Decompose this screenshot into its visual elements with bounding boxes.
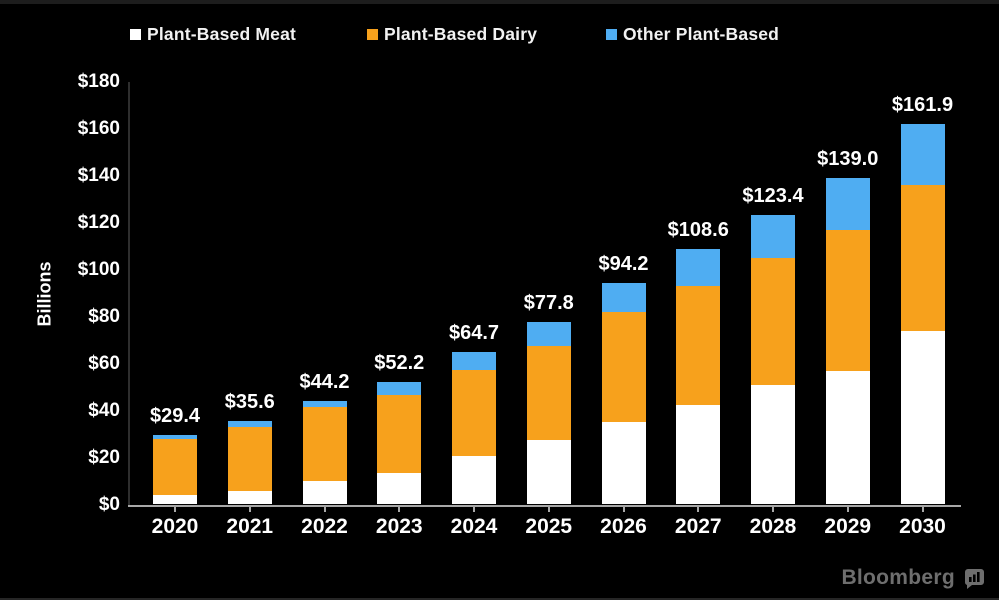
bar-segment-2025-other-plant-based	[526, 321, 571, 346]
x-tick-label-2026: 2026	[600, 514, 647, 538]
legend-item-plant-based-dairy: Plant-Based Dairy	[367, 23, 537, 45]
x-tick-label-2030: 2030	[899, 514, 946, 538]
bar-segment-2020-plant-based-meat	[153, 494, 197, 505]
legend-item-other-plant-based: Other Plant-Based	[606, 23, 779, 45]
legend-label: Plant-Based Meat	[147, 23, 297, 44]
bar-segment-2028-other-plant-based	[751, 214, 795, 259]
bar-segment-2027-other-plant-based	[676, 249, 721, 286]
x-axis-tick-2022	[323, 506, 326, 512]
legend-item-plant-based-meat: Plant-Based Meat	[130, 23, 296, 45]
bar-segment-2028-plant-based-dairy	[751, 258, 795, 386]
x-tick-label-2028: 2028	[749, 514, 797, 538]
bar-segment-2028-plant-based-meat	[751, 385, 795, 505]
legend-label: Other Plant-Based	[623, 23, 780, 44]
bar-segment-2021-plant-based-dairy	[227, 426, 272, 491]
bar-segment-2021-other-plant-based	[227, 420, 272, 427]
y-tick-label-60: $60	[88, 352, 120, 374]
bar-segment-2027-plant-based-dairy	[676, 285, 721, 406]
bar-segment-2024-other-plant-based	[452, 352, 496, 371]
y-tick-label-140: $140	[77, 164, 120, 186]
x-tick-label-2023: 2023	[375, 514, 423, 538]
bar-segment-2020-other-plant-based	[153, 435, 197, 440]
bar-segment-2030-plant-based-meat	[900, 331, 945, 505]
bar-segment-2022-plant-based-dairy	[302, 407, 347, 481]
bar-segment-2020-plant-based-dairy	[153, 439, 197, 495]
bar-segment-2023-plant-based-meat	[377, 472, 422, 505]
bar-segment-2026-other-plant-based	[601, 283, 646, 312]
x-tick-label-2021: 2021	[226, 514, 274, 538]
bar-segment-2024-plant-based-meat	[452, 456, 496, 505]
x-axis-tick-2026	[622, 506, 625, 512]
legend-swatch-other-plant-based	[606, 28, 617, 40]
y-tick-label-40: $40	[88, 399, 120, 421]
x-tick-label-2022: 2022	[301, 514, 348, 538]
bar-segment-2029-plant-based-dairy	[825, 230, 870, 371]
total-label-2024: $64.7	[448, 322, 500, 345]
x-tick-label-2027: 2027	[674, 514, 722, 538]
x-tick-label-2029: 2029	[824, 514, 872, 538]
bar-segment-2023-other-plant-based	[377, 381, 422, 395]
bar-segment-2026-plant-based-meat	[601, 422, 646, 505]
total-label-2026: $94.2	[598, 253, 649, 276]
x-tick-label-2025: 2025	[525, 514, 573, 538]
bar-segment-2029-plant-based-meat	[825, 370, 870, 505]
y-tick-label-100: $100	[77, 258, 120, 280]
bar-segment-2022-other-plant-based	[302, 400, 347, 408]
total-label-2028: $123.4	[742, 184, 804, 207]
y-tick-label-20: $20	[88, 446, 120, 468]
x-axis-tick-2029	[846, 506, 849, 512]
bloomberg-logo-text: Bloomberg	[841, 566, 955, 589]
bar-segment-2022-plant-based-meat	[302, 480, 347, 505]
bar-segment-2030-other-plant-based	[900, 124, 945, 185]
x-axis-tick-2024	[473, 506, 475, 512]
bar-segment-2021-plant-based-meat	[227, 490, 272, 505]
x-tick-label-2020: 2020	[151, 514, 199, 538]
bar-segment-2030-plant-based-dairy	[900, 184, 945, 332]
bar-segment-2025-plant-based-meat	[526, 440, 571, 505]
bar-segment-2027-plant-based-meat	[676, 405, 721, 505]
bar-segment-2023-plant-based-dairy	[377, 394, 422, 473]
y-tick-label-180: $180	[77, 70, 120, 92]
bar-segment-2024-plant-based-dairy	[452, 370, 496, 457]
legend-swatch-plant-based-dairy	[367, 28, 378, 40]
total-label-2030: $161.9	[891, 94, 954, 117]
x-axis-tick-2028	[772, 506, 774, 512]
total-label-2020: $29.4	[149, 405, 201, 428]
y-tick-label-120: $120	[77, 211, 120, 233]
y-tick-label-160: $160	[77, 117, 120, 139]
y-tick-label-0: $0	[98, 493, 120, 515]
x-axis-tick-2021	[248, 506, 251, 512]
total-label-2025: $77.8	[523, 291, 574, 314]
total-label-2021: $35.6	[224, 390, 275, 413]
bloomberg-chart-bubble-icon	[964, 568, 984, 589]
total-label-2022: $44.2	[299, 370, 350, 393]
x-axis-tick-2020	[174, 506, 176, 512]
total-label-2027: $108.6	[667, 219, 729, 242]
x-axis-line	[128, 504, 961, 507]
legend-label: Plant-Based Dairy	[384, 23, 538, 44]
bar-segment-2025-plant-based-dairy	[526, 345, 571, 441]
y-axis-spine	[128, 81, 130, 505]
legend-swatch-plant-based-meat	[130, 28, 141, 40]
x-axis-tick-2023	[398, 506, 401, 512]
total-label-2029: $139.0	[817, 147, 879, 170]
y-tick-label-80: $80	[88, 305, 120, 327]
branding: Bloomberg	[841, 566, 985, 590]
bar-segment-2029-other-plant-based	[825, 177, 870, 230]
x-tick-label-2024: 2024	[450, 514, 498, 538]
x-axis-tick-2030	[921, 506, 924, 512]
x-axis-tick-2025	[547, 506, 550, 512]
total-label-2023: $52.2	[374, 351, 425, 374]
bar-segment-2026-plant-based-dairy	[601, 311, 646, 423]
x-axis-tick-2027	[697, 506, 700, 512]
